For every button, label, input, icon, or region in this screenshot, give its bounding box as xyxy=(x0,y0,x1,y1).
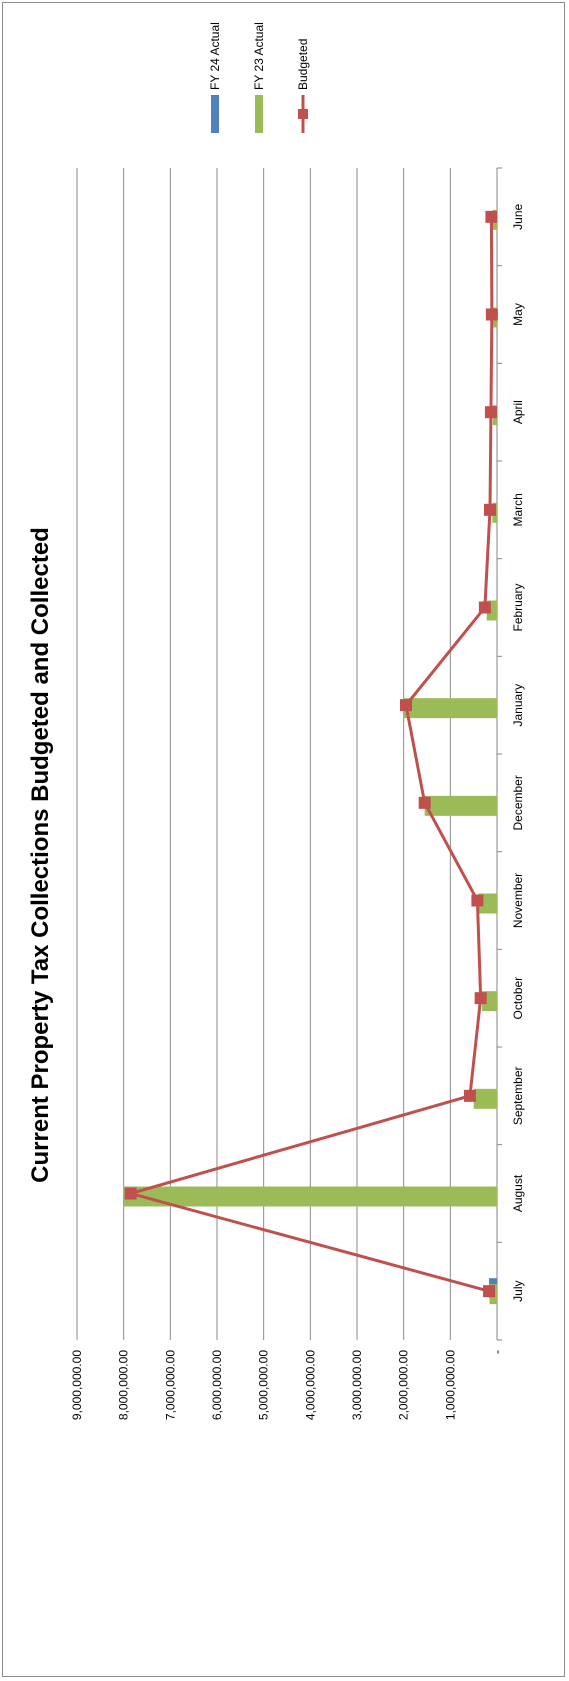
category-label: March xyxy=(511,493,525,526)
category-label: December xyxy=(511,775,525,830)
legend: FY 24 Actual FY 23 Actual Budgeted xyxy=(208,22,310,133)
category-label: January xyxy=(511,684,525,727)
category-label: June xyxy=(511,204,525,230)
bar-fy-23-actual xyxy=(123,1186,498,1207)
category-label: September xyxy=(511,1066,525,1125)
bar-fy-23-actual xyxy=(403,698,497,719)
bar-fy-23-actual xyxy=(424,795,497,816)
value-tick-label: 1,000,000.00 xyxy=(443,1350,457,1420)
value-tick-label: 4,000,000.00 xyxy=(303,1350,317,1420)
legend-swatch-marker xyxy=(298,109,308,119)
value-tick-label: 6,000,000.00 xyxy=(210,1350,224,1420)
value-tick-label: 7,000,000.00 xyxy=(163,1350,177,1420)
category-label: November xyxy=(511,873,525,928)
legend-label: FY 24 Actual xyxy=(208,22,222,90)
budgeted-marker xyxy=(478,601,491,614)
budgeted-marker xyxy=(483,1285,496,1298)
budgeted-marker xyxy=(474,992,487,1005)
legend-label: Budgeted xyxy=(296,39,310,90)
budgeted-marker xyxy=(485,210,498,223)
legend-swatch xyxy=(255,95,263,133)
category-label: August xyxy=(511,1174,525,1212)
budgeted-marker xyxy=(484,503,496,516)
budgeted-marker xyxy=(418,796,431,809)
bar-fy-23-actual xyxy=(473,1088,497,1109)
gridlines xyxy=(76,168,498,1340)
category-label: May xyxy=(511,303,525,326)
plot-area xyxy=(123,209,498,1305)
category-label: October xyxy=(511,977,525,1020)
budgeted-marker xyxy=(463,1089,476,1102)
value-tick-label: 5,000,000.00 xyxy=(257,1350,271,1420)
chart-title: Current Property Tax Collections Budgete… xyxy=(27,527,54,1183)
category-label: April xyxy=(511,400,525,424)
bar-fy-23-actual xyxy=(486,600,497,621)
budgeted-line xyxy=(125,216,494,1293)
budgeted-marker xyxy=(484,406,497,419)
legend-swatch xyxy=(211,95,219,133)
legend-label: FY 23 Actual xyxy=(252,22,266,90)
budgeted-marker xyxy=(471,894,484,907)
value-axis: - 1,000,000.00 2,000,000.00 3,000,000.00 4,0… xyxy=(70,1350,504,1420)
category-label: February xyxy=(511,583,525,631)
value-tick-label: 8,000,000.00 xyxy=(117,1350,131,1420)
budgeted-marker xyxy=(124,1187,137,1200)
value-tick-label: 2,000,000.00 xyxy=(397,1350,411,1420)
value-tick-label: 9,000,000.00 xyxy=(70,1350,84,1420)
budgeted-marker xyxy=(400,699,412,712)
value-tick-label: 3,000,000.00 xyxy=(350,1350,364,1420)
value-tick-label: - xyxy=(490,1350,504,1354)
budgeted-marker xyxy=(485,308,498,321)
category-label: July xyxy=(511,1280,525,1301)
category-axis: July August September October November Decemb… xyxy=(497,167,525,1341)
